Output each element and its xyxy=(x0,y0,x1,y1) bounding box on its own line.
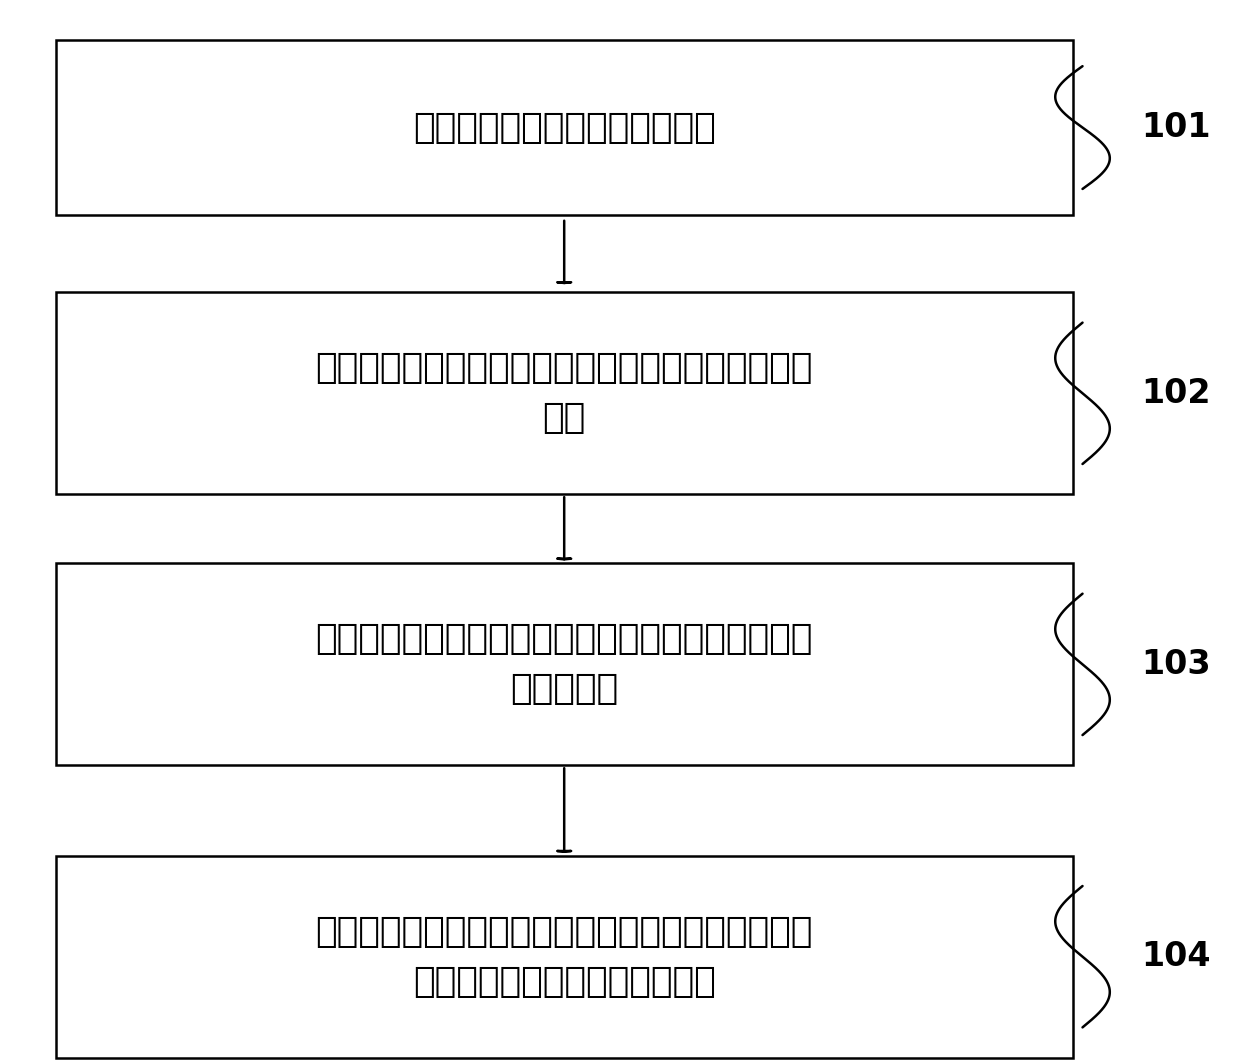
Text: 将所述多个计算流图进行合并，得到所述待处理的时
间序列处理算法对应的流图模型: 将所述多个计算流图进行合并，得到所述待处理的时 间序列处理算法对应的流图模型 xyxy=(315,914,813,999)
Text: 将所述待处理的时间序列处理算法拆分为多个计算表
达式: 将所述待处理的时间序列处理算法拆分为多个计算表 达式 xyxy=(315,351,813,436)
Text: 102: 102 xyxy=(1141,376,1210,410)
Text: 103: 103 xyxy=(1141,647,1210,681)
Bar xyxy=(56,292,1073,494)
Text: 101: 101 xyxy=(1141,111,1210,145)
Bar xyxy=(56,856,1073,1058)
Bar xyxy=(56,40,1073,216)
Text: 为所述多个计算表达式分别构造计算流图，以得到多
个计算流图: 为所述多个计算表达式分别构造计算流图，以得到多 个计算流图 xyxy=(315,622,813,707)
Bar xyxy=(56,563,1073,765)
Text: 104: 104 xyxy=(1141,940,1210,974)
Text: 获取待处理的时间序列处理算法: 获取待处理的时间序列处理算法 xyxy=(413,111,715,145)
